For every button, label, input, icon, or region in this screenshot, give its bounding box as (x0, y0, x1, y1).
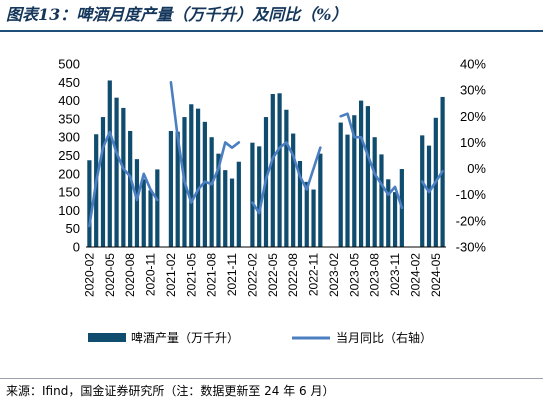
x-tick-label: 2020-08 (123, 253, 137, 297)
x-tick-label: 2022-11 (307, 253, 321, 296)
right-tick-label: 40% (460, 57, 486, 72)
source-divider (0, 378, 543, 379)
production-bar (392, 192, 398, 247)
production-bars (87, 80, 445, 248)
production-bar (426, 145, 432, 247)
production-bar (297, 160, 303, 247)
production-bar (216, 153, 221, 247)
x-axis: 2020-02 2020-05 2020-08 2020-11 2021-02 2021-… (82, 246, 446, 297)
production-bar (141, 179, 146, 247)
x-tick-label: 2020-02 (82, 253, 96, 297)
production-bar (311, 189, 316, 247)
production-bar (291, 133, 296, 247)
yoy-line-segment (169, 80, 241, 204)
legend-line-label: 当月同比（右轴） (336, 330, 432, 345)
production-bar (168, 130, 174, 247)
left-tick-label: 350 (58, 111, 80, 126)
production-bar (420, 135, 425, 247)
right-tick-label: 0% (467, 161, 486, 176)
right-tick-label: -20% (456, 213, 487, 228)
x-tick-label: 2024-02 (408, 253, 422, 297)
production-bar (386, 179, 391, 247)
chart-title: 图表13：啤酒月度产量（万千升）及同比（%） (6, 5, 348, 24)
production-bar (114, 97, 119, 247)
yoy-line-segment (420, 169, 444, 194)
left-tick-label: 100 (58, 203, 80, 218)
yoy-line-segment (88, 130, 159, 228)
production-bar (175, 131, 180, 247)
production-bar (304, 181, 309, 247)
x-tick-label: 2023-11 (388, 253, 402, 296)
production-bar (155, 169, 160, 247)
production-bar (107, 80, 112, 247)
left-tick-label: 0 (73, 240, 80, 255)
right-tick-label: 30% (460, 83, 486, 98)
x-tick-label: 2022-02 (245, 253, 259, 297)
production-bar (121, 107, 126, 247)
x-tick-label: 2021-11 (225, 253, 239, 296)
production-bar (338, 122, 343, 247)
right-y-axis: 40% 30% 20% 10% 0% -10% -20% -30% (456, 57, 487, 255)
source-note: 来源：Ifind，国金证券研究所（注：数据更新至 24 年 6 月） (6, 384, 335, 398)
legend-bar-label: 啤酒产量（万千升） (131, 330, 239, 345)
production-bar (94, 134, 99, 247)
yoy-line-segment (251, 141, 322, 215)
production-bar (195, 108, 201, 248)
production-bar (209, 137, 214, 247)
production-bar (257, 146, 262, 247)
production-bar (365, 106, 370, 247)
right-tick-label: 10% (460, 135, 486, 150)
x-tick-label: 2021-08 (205, 253, 219, 297)
left-tick-label: 500 (58, 57, 80, 72)
right-tick-label: 20% (460, 109, 486, 124)
left-y-axis: 0 50 100 150 200 250 300 350 400 450 500 (58, 57, 80, 255)
production-bar (87, 160, 92, 247)
production-bar (134, 159, 140, 247)
production-bar (202, 121, 207, 247)
x-tick-label: 2021-02 (164, 253, 178, 297)
production-bar (148, 190, 153, 247)
production-bar (352, 115, 357, 248)
title-divider (0, 30, 543, 32)
left-tick-label: 250 (58, 148, 80, 163)
right-tick-label: -30% (456, 240, 487, 255)
production-bar (358, 100, 364, 247)
production-bar (318, 153, 323, 247)
production-bar (379, 154, 384, 247)
x-tick-label: 2023-02 (327, 253, 341, 297)
x-tick-label: 2021-05 (184, 253, 198, 297)
production-bar (229, 178, 235, 247)
right-tick-label: -10% (456, 187, 487, 202)
left-tick-label: 400 (58, 93, 80, 108)
yoy-line-group (88, 80, 444, 228)
production-bar (250, 142, 255, 247)
x-tick-label: 2020-05 (103, 253, 117, 297)
left-tick-label: 150 (58, 185, 80, 200)
production-bar (189, 104, 194, 247)
x-tick-label: 2020-11 (144, 253, 158, 296)
x-tick-label: 2023-08 (368, 253, 382, 297)
x-tick-label: 2023-05 (347, 253, 361, 297)
x-tick-label: 2022-05 (266, 253, 280, 297)
production-bar (223, 170, 228, 247)
production-bar (236, 161, 241, 247)
legend: 啤酒产量（万千升） 当月同比（右轴） (88, 330, 432, 345)
production-bar (372, 137, 377, 247)
left-tick-label: 200 (58, 166, 80, 181)
production-bar (345, 134, 350, 247)
production-bar (270, 94, 275, 247)
left-tick-label: 450 (58, 75, 80, 90)
left-tick-label: 300 (58, 130, 80, 145)
production-bar (277, 93, 282, 247)
yoy-line-segment (339, 112, 404, 210)
production-bar (100, 117, 106, 247)
left-tick-label: 50 (66, 221, 80, 236)
production-bar (284, 109, 289, 247)
beer-production-chart: 0 50 100 150 200 250 300 350 400 450 500 40% 30% 20%… (58, 57, 487, 346)
x-tick-label: 2022-08 (286, 253, 300, 297)
legend-bar-swatch (88, 333, 126, 342)
production-bar (128, 130, 133, 247)
x-tick-label: 2024-05 (429, 253, 443, 297)
